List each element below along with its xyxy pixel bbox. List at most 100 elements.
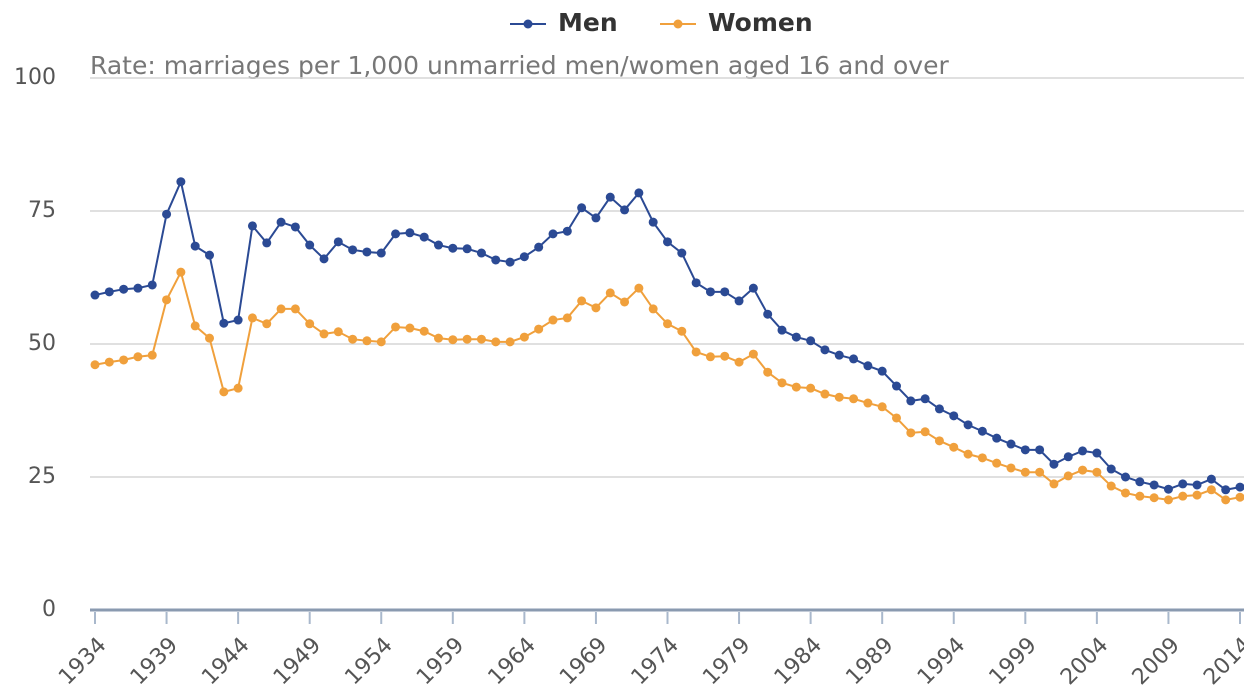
data-point (333, 237, 343, 247)
data-point (1192, 480, 1202, 490)
data-point (319, 329, 329, 339)
data-point (892, 413, 901, 423)
data-point (648, 217, 658, 227)
data-point (1078, 446, 1088, 456)
x-tick-label: 1934 (54, 633, 111, 688)
data-point (777, 325, 787, 335)
data-point (376, 248, 386, 258)
data-point (634, 283, 644, 293)
x-tick-label: 2004 (1056, 633, 1113, 688)
data-point (462, 244, 472, 254)
data-point (806, 336, 816, 346)
data-point (205, 250, 214, 260)
data-point (663, 237, 672, 247)
data-point (577, 203, 587, 213)
data-point (934, 436, 944, 446)
data-point (162, 295, 172, 305)
data-point (176, 177, 186, 187)
data-point (534, 242, 544, 252)
data-point (434, 240, 443, 250)
data-point (276, 217, 286, 227)
data-point (548, 315, 558, 325)
data-point (219, 318, 229, 328)
data-point (434, 333, 443, 343)
legend-item: Women (660, 8, 813, 37)
y-tick-label: 75 (28, 198, 56, 223)
data-point (734, 357, 744, 367)
data-point (205, 333, 214, 343)
data-point (605, 288, 615, 298)
data-point (777, 378, 787, 388)
legend-label: Men (558, 8, 618, 37)
data-point (1206, 474, 1216, 484)
data-point (333, 327, 343, 337)
data-point (834, 350, 844, 360)
data-point (720, 351, 730, 361)
data-point (505, 257, 515, 267)
data-point (620, 205, 630, 215)
x-tick-label: 1954 (340, 633, 397, 688)
data-point (1020, 467, 1030, 477)
data-point (147, 280, 157, 290)
data-point (1135, 477, 1145, 487)
data-point (119, 284, 129, 294)
data-point (892, 381, 901, 391)
series-line (94, 178, 1241, 491)
data-point (190, 241, 200, 251)
data-point (863, 398, 873, 408)
data-point (906, 396, 916, 406)
data-point (548, 229, 558, 239)
data-point (305, 319, 315, 329)
data-point (448, 335, 458, 345)
data-point (233, 315, 243, 325)
data-point (1063, 452, 1073, 462)
data-point (176, 267, 186, 277)
data-point (992, 458, 1002, 468)
data-point (949, 411, 959, 421)
data-point (562, 226, 572, 236)
data-point (1006, 439, 1016, 449)
y-tick-label: 100 (14, 65, 56, 90)
data-point (906, 428, 916, 438)
data-point (1078, 465, 1088, 475)
data-point (1178, 491, 1188, 501)
data-point (705, 352, 715, 362)
data-point (705, 287, 715, 297)
data-point (133, 352, 143, 362)
x-tick-label: 1959 (412, 633, 469, 688)
data-point (247, 313, 257, 323)
data-point (1035, 445, 1045, 455)
data-point (476, 248, 486, 258)
data-point (763, 367, 773, 377)
data-point (1006, 463, 1016, 473)
data-point (276, 304, 286, 314)
x-tick-label: 1969 (555, 633, 612, 688)
data-point (877, 402, 887, 412)
data-point (1121, 472, 1130, 482)
chart-subtitle: Rate: marriages per 1,000 unmarried men/… (90, 51, 949, 80)
data-point (1049, 479, 1059, 489)
data-point (863, 361, 873, 371)
data-point (849, 394, 859, 404)
data-point (677, 248, 687, 258)
data-point (405, 228, 415, 238)
data-point (734, 296, 744, 306)
data-point (190, 321, 200, 331)
data-point (1020, 445, 1030, 455)
data-point (305, 240, 315, 250)
data-point (806, 383, 816, 393)
data-point (634, 188, 644, 198)
data-point (162, 209, 172, 219)
x-tick-label: 1939 (126, 633, 183, 688)
data-point (720, 287, 730, 297)
x-tick-label: 2009 (1128, 633, 1185, 688)
data-point (319, 254, 329, 264)
data-point (977, 453, 987, 463)
data-point (419, 232, 429, 242)
data-point (1049, 459, 1059, 469)
data-point (691, 347, 701, 357)
data-point (920, 427, 930, 437)
data-point (1206, 485, 1216, 495)
data-point (133, 283, 143, 293)
data-point (648, 304, 658, 314)
